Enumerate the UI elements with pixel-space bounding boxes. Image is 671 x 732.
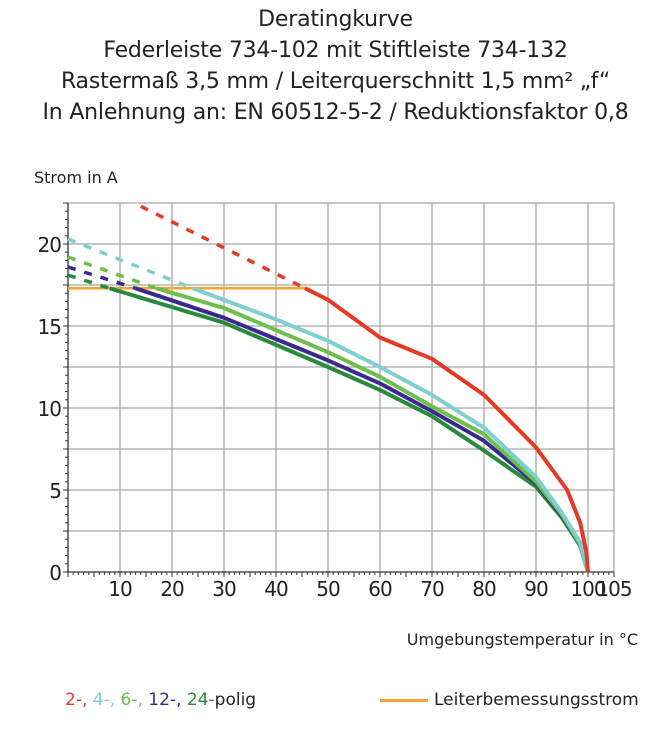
chart-title: Deratingkurve <box>258 7 413 32</box>
legend-sep: , <box>81 690 93 710</box>
legend-2: 2- <box>65 690 82 710</box>
y-tick-label: 5 <box>49 479 61 503</box>
series-2-polig-dashed <box>140 204 306 290</box>
reference-legend: Leiterbemessungsstrom <box>380 690 639 710</box>
y-tick-label: 15 <box>38 315 61 339</box>
reference-legend-swatch <box>380 698 428 702</box>
legend-6: 6- <box>120 690 138 710</box>
legend-polig: polig <box>214 690 257 710</box>
chart-title-block: Deratingkurve Federleiste 734-102 mit St… <box>0 4 671 128</box>
x-tick-label: 60 <box>368 577 392 601</box>
x-tick-label: 100 <box>570 577 605 601</box>
x-tick-label: 105 <box>596 577 631 601</box>
x-tick-label: 50 <box>316 577 340 601</box>
x-tick-label: 90 <box>524 577 548 601</box>
series-24-polig-dashed <box>67 273 111 290</box>
legend-12: 12- <box>148 690 177 710</box>
reference-legend-label: Leiterbemessungsstrom <box>434 690 639 710</box>
x-tick-label: 30 <box>212 577 236 601</box>
y-tick-label: 10 <box>38 397 62 421</box>
series-legend: 2-, 4-, 6-, 12-, 24-polig <box>65 690 256 710</box>
y-tick-label: 20 <box>38 233 62 257</box>
x-tick-label: 80 <box>472 577 496 601</box>
x-tick-label: 10 <box>108 577 132 601</box>
legend-sep: , <box>109 690 121 710</box>
y-tick-label: 0 <box>49 561 61 585</box>
series-6-polig-dashed <box>67 255 157 290</box>
series-2-polig-line <box>304 286 590 573</box>
chart-subtitle-standard: In Anlehnung an: EN 60512-5-2 / Reduktio… <box>42 100 629 125</box>
series-4-polig-dashed <box>67 237 194 290</box>
x-tick-label: 70 <box>420 577 444 601</box>
x-axis-label: Umgebungstemperatur in °C <box>407 630 638 649</box>
series-4-polig-line <box>192 286 590 573</box>
legend-24: 24- <box>186 690 215 710</box>
chart-subtitle-product: Federleiste 734-102 mit Stiftleiste 734-… <box>103 38 568 63</box>
x-tick-label: 20 <box>160 577 184 601</box>
legend-sep: , <box>137 690 149 710</box>
series-12-polig-dashed <box>67 265 137 290</box>
y-axis-label: Strom in A <box>34 168 118 187</box>
chart-subtitle-spec: Rastermaß 3,5 mm / Leiterquerschnitt 1,5… <box>60 69 611 94</box>
x-tick-label: 40 <box>264 577 288 601</box>
legend-4: 4- <box>92 690 110 710</box>
legend-sep: , <box>176 690 187 710</box>
